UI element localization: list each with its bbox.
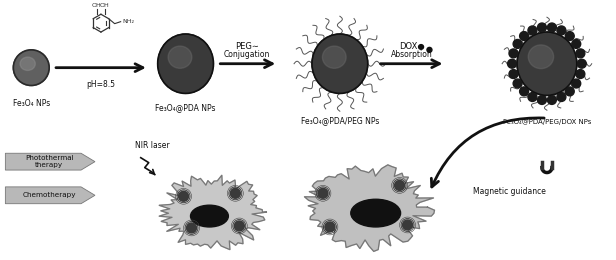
Ellipse shape [322, 46, 346, 68]
Ellipse shape [520, 32, 529, 41]
Ellipse shape [190, 205, 229, 227]
Ellipse shape [572, 79, 581, 88]
Ellipse shape [557, 26, 566, 35]
Text: Photothermal
therapy: Photothermal therapy [25, 155, 73, 168]
FancyArrow shape [6, 153, 95, 170]
Ellipse shape [565, 87, 574, 96]
Ellipse shape [508, 59, 517, 68]
Text: NIR laser: NIR laser [136, 141, 170, 150]
Polygon shape [304, 165, 434, 251]
Ellipse shape [572, 40, 581, 48]
Ellipse shape [179, 191, 188, 201]
Polygon shape [159, 175, 266, 250]
Ellipse shape [548, 23, 556, 32]
Ellipse shape [548, 95, 556, 105]
Ellipse shape [403, 220, 413, 230]
Ellipse shape [230, 188, 240, 198]
Text: pH=8.5: pH=8.5 [86, 80, 115, 89]
Text: PEG∼: PEG∼ [235, 42, 259, 51]
Ellipse shape [565, 32, 574, 41]
Ellipse shape [187, 223, 197, 233]
Ellipse shape [513, 40, 522, 48]
Ellipse shape [395, 180, 405, 190]
FancyArrow shape [6, 187, 95, 204]
Text: OH: OH [100, 3, 110, 8]
Ellipse shape [20, 57, 35, 70]
Ellipse shape [14, 50, 49, 86]
Text: Conjugation: Conjugation [224, 50, 270, 59]
Ellipse shape [509, 70, 518, 79]
Ellipse shape [520, 87, 529, 96]
Text: Fe₃O₄@PDA/PEG NPs: Fe₃O₄@PDA/PEG NPs [301, 116, 379, 125]
Ellipse shape [557, 93, 566, 101]
Ellipse shape [325, 222, 335, 232]
Ellipse shape [427, 47, 432, 52]
Text: Chemotherapy: Chemotherapy [22, 192, 76, 198]
Ellipse shape [234, 221, 245, 231]
Ellipse shape [538, 23, 546, 32]
Ellipse shape [576, 49, 585, 58]
Ellipse shape [513, 79, 522, 88]
Text: Fe₃O₄@PDA/PEG/DOX NPs: Fe₃O₄@PDA/PEG/DOX NPs [503, 118, 591, 125]
Ellipse shape [577, 59, 586, 68]
Ellipse shape [538, 95, 546, 105]
Text: DOX●: DOX● [399, 42, 424, 51]
Ellipse shape [576, 70, 585, 79]
Text: OH: OH [92, 3, 102, 8]
Ellipse shape [529, 45, 554, 69]
Ellipse shape [318, 188, 328, 198]
Ellipse shape [528, 93, 537, 101]
Ellipse shape [158, 34, 213, 93]
Ellipse shape [528, 26, 537, 35]
Text: Fe₃O₄ NPs: Fe₃O₄ NPs [13, 99, 50, 108]
Text: Absorption: Absorption [391, 50, 432, 59]
Ellipse shape [312, 34, 368, 93]
Ellipse shape [509, 49, 518, 58]
Text: Fe₃O₄@PDA NPs: Fe₃O₄@PDA NPs [155, 103, 216, 112]
Ellipse shape [517, 32, 577, 95]
Ellipse shape [351, 199, 400, 227]
Text: Magnetic guidance: Magnetic guidance [472, 187, 546, 196]
Text: NH₂: NH₂ [123, 19, 135, 24]
Ellipse shape [168, 46, 192, 68]
